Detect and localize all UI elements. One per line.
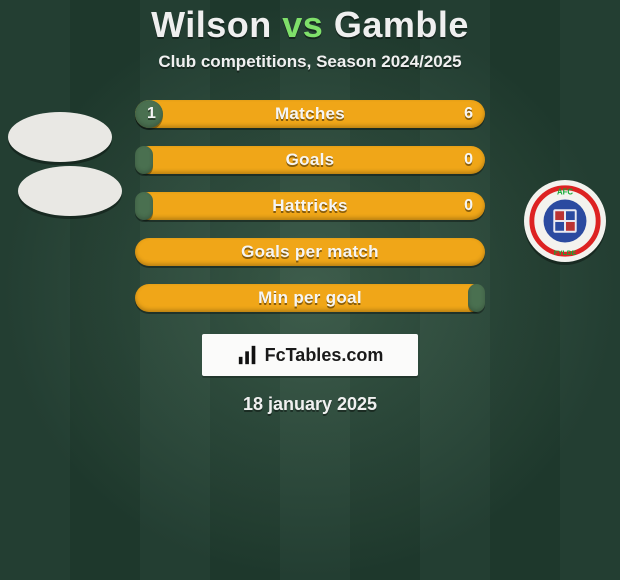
bar-label: Min per goal <box>135 284 485 312</box>
subtitle: Club competitions, Season 2024/2025 <box>158 52 461 72</box>
branding-text: FcTables.com <box>265 345 384 366</box>
bar-chart-icon <box>237 344 259 366</box>
branding-badge[interactable]: FcTables.com <box>202 334 418 376</box>
comparison-row: 0 Hattricks <box>135 192 485 220</box>
comparison-row: 1 6 Matches <box>135 100 485 128</box>
comparison-row: 0 Goals <box>135 146 485 174</box>
bar-label: Hattricks <box>135 192 485 220</box>
player-right-name: Gamble <box>334 4 469 45</box>
comparison-card: Wilson vs Gamble Club competitions, Seas… <box>0 0 620 580</box>
bar-label: Matches <box>135 100 485 128</box>
vs-label: vs <box>282 4 323 45</box>
comparison-bars: 1 6 Matches 0 Goals 0 Hattricks Goals pe… <box>135 100 485 312</box>
comparison-row: Goals per match <box>135 238 485 266</box>
bar-label: Goals <box>135 146 485 174</box>
snapshot-date: 18 january 2025 <box>243 394 377 415</box>
bar-label: Goals per match <box>135 238 485 266</box>
player-left-name: Wilson <box>151 4 272 45</box>
comparison-row: Min per goal <box>135 284 485 312</box>
page-title: Wilson vs Gamble <box>151 4 469 46</box>
bars-stage: 1 6 Matches 0 Goals 0 Hattricks Goals pe… <box>0 100 620 312</box>
